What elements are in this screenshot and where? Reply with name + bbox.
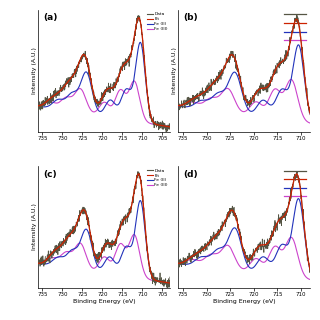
Text: (a): (a) [44, 13, 58, 22]
X-axis label: Binding Energy (eV): Binding Energy (eV) [213, 299, 276, 304]
Y-axis label: Intensity (A.U.): Intensity (A.U.) [172, 47, 177, 94]
Y-axis label: Intensity (A.U.): Intensity (A.U.) [32, 47, 37, 94]
Text: (d): (d) [184, 170, 198, 179]
Text: (b): (b) [184, 13, 198, 22]
Legend: Data, Fit, Fe (II), Fe (III): Data, Fit, Fe (II), Fe (III) [147, 12, 168, 32]
Y-axis label: Intensity (A.U.): Intensity (A.U.) [32, 204, 37, 250]
X-axis label: Binding Energy (eV): Binding Energy (eV) [73, 299, 136, 304]
Legend: Data, Fit, Fe (II), Fe (III): Data, Fit, Fe (II), Fe (III) [147, 168, 168, 188]
Text: (c): (c) [44, 170, 57, 179]
